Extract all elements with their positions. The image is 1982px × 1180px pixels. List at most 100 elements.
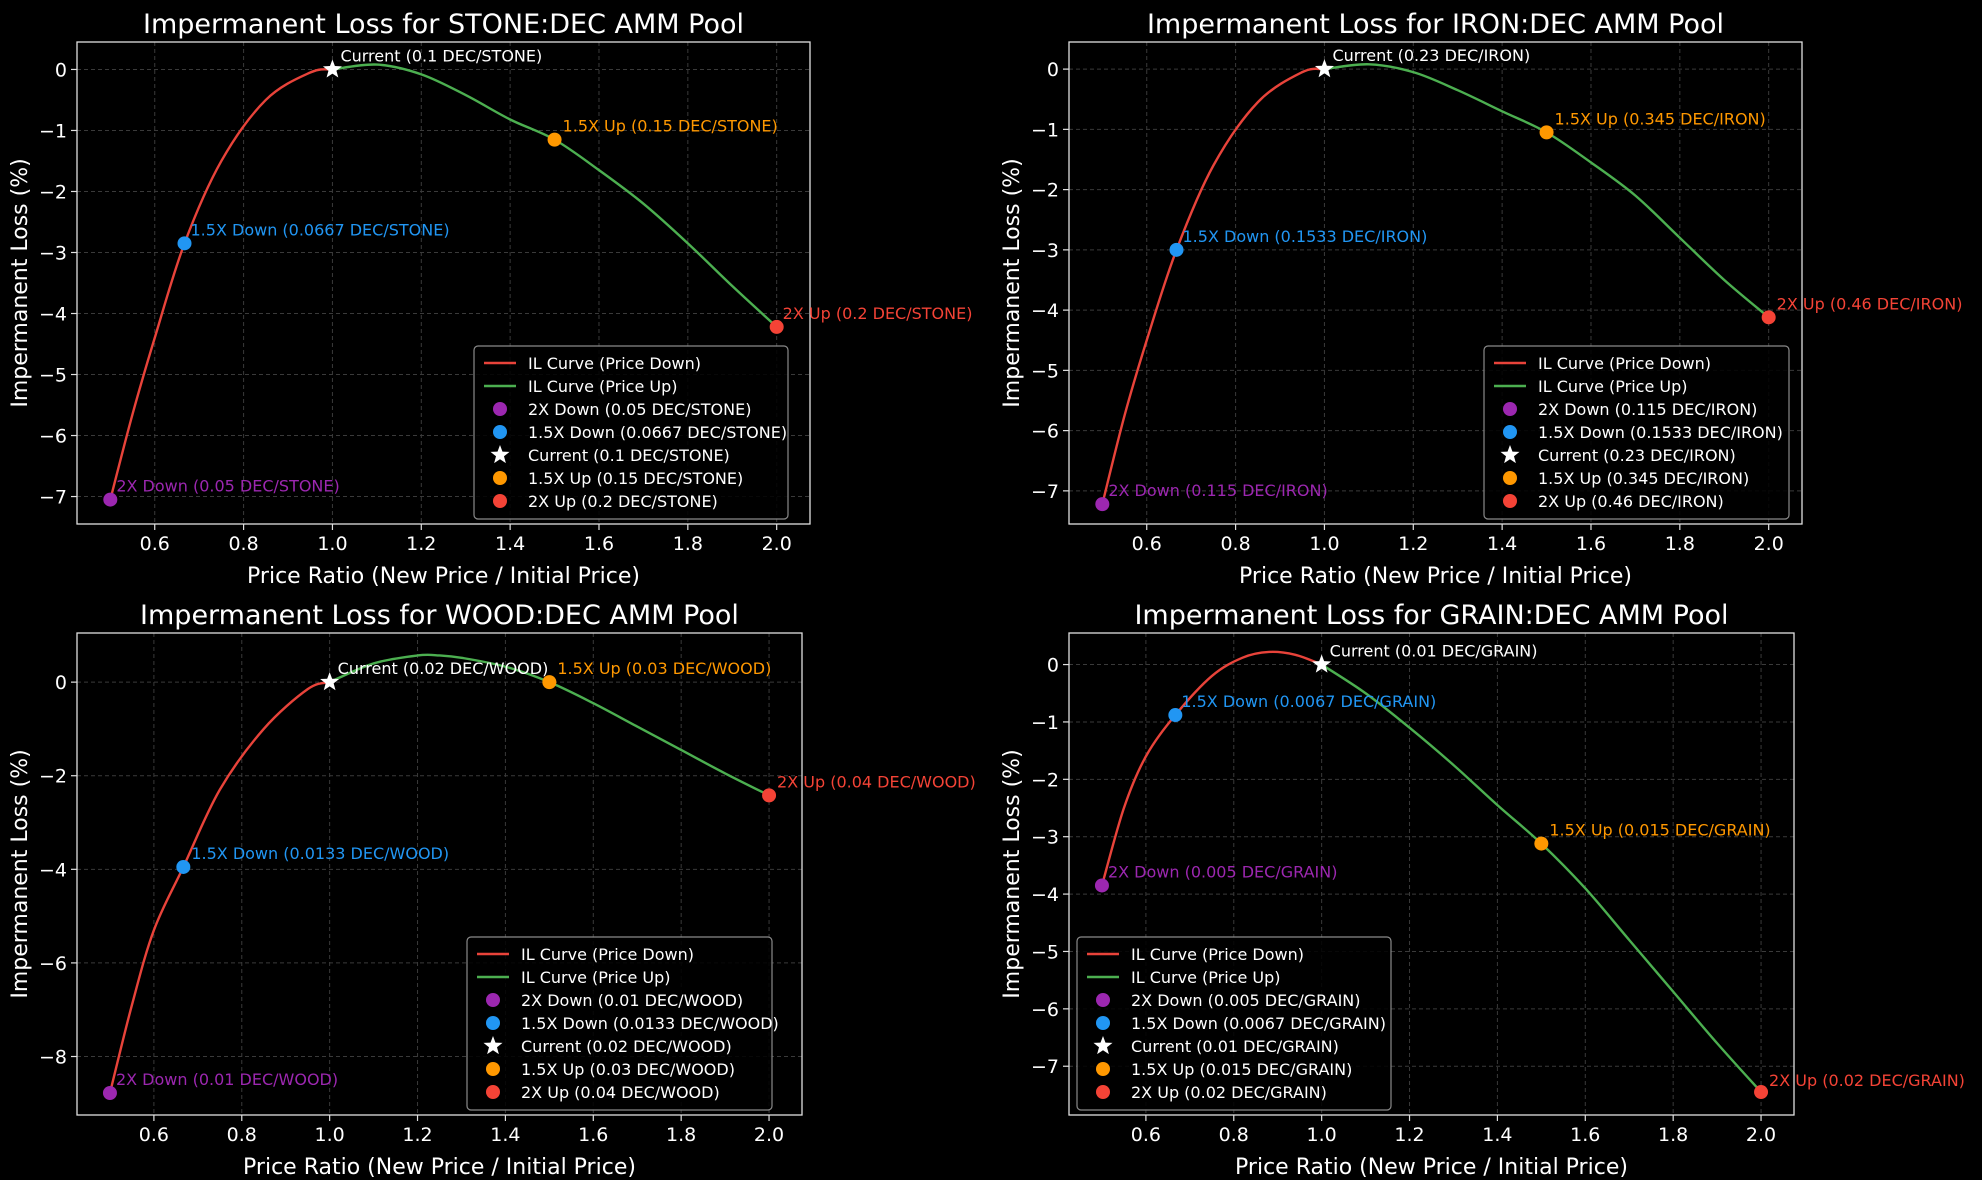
legend-swatch-marker: [1503, 494, 1517, 508]
plot-frame: [76, 41, 811, 525]
series-line-price-down: [1100, 650, 1323, 886]
marker-annotation: Current (0.02 DEC/WOOD): [338, 659, 549, 678]
legend-label: IL Curve (Price Up): [528, 377, 677, 396]
y-tick-label: −2: [1031, 769, 1059, 791]
marker-current-star: [320, 672, 340, 691]
legend-swatch-marker: [493, 402, 507, 416]
marker-point: [547, 132, 562, 147]
marker-point: [769, 319, 784, 334]
marker-point: [1761, 310, 1776, 325]
legend-label: 1.5X Down (0.0067 DEC/GRAIN): [1131, 1014, 1386, 1033]
legend-label: IL Curve (Price Up): [1538, 377, 1687, 396]
marker-point: [1169, 242, 1184, 257]
y-tick-label: −7: [1031, 1056, 1059, 1078]
x-tick-label: 1.0: [317, 533, 347, 555]
x-tick-label: 1.2: [1398, 533, 1428, 555]
marker-annotation: 1.5X Down (0.0667 DEC/STONE): [191, 220, 450, 239]
legend-swatch-marker: [1096, 1085, 1110, 1099]
marker-point: [542, 675, 557, 690]
marker-current-star: [322, 59, 342, 78]
marker-point: [1539, 125, 1554, 140]
y-tick-label: −7: [1031, 481, 1059, 503]
legend-label: IL Curve (Price Down): [1131, 945, 1304, 964]
x-tick-label: 0.8: [228, 533, 258, 555]
y-tick-label: −3: [1031, 240, 1059, 262]
marker-annotation: Current (0.1 DEC/STONE): [340, 46, 542, 65]
marker-point: [1754, 1085, 1769, 1100]
y-tick-label: −4: [39, 304, 67, 326]
legend-label: 1.5X Up (0.015 DEC/GRAIN): [1131, 1060, 1352, 1079]
legend-label: 1.5X Up (0.03 DEC/WOOD): [521, 1060, 735, 1079]
legend-label: 2X Up (0.46 DEC/IRON): [1538, 492, 1724, 511]
legend: IL Curve (Price Down) IL Curve (Price Up)…: [1076, 936, 1392, 1111]
chart-4: 0.6 0.8 1.0 1.2 1.4 1.6 1.8 2.0 0 −1 −2 −3 −4 −5 −6 −7 I…: [1000, 600, 1965, 1180]
marker-annotation: 1.5X Up (0.15 DEC/STONE): [563, 117, 778, 136]
x-tick-label: 1.6: [1576, 533, 1606, 555]
legend-swatch-marker: [486, 1085, 500, 1099]
y-axis-label: Impermanent Loss (%): [1000, 749, 1025, 998]
y-tick-label: −2: [1031, 180, 1059, 202]
x-tick-label: 1.0: [315, 1124, 345, 1146]
marker-point: [176, 859, 191, 874]
y-tick-label: −4: [39, 859, 67, 881]
legend-label: IL Curve (Price Down): [528, 354, 701, 373]
y-axis-label: Impermanent Loss (%): [1000, 158, 1025, 407]
legend-swatch-star: [1093, 1036, 1113, 1055]
marker-annotation: 1.5X Down (0.0133 DEC/WOOD): [191, 844, 449, 863]
legend-label: IL Curve (Price Down): [1538, 354, 1711, 373]
y-tick-label: −5: [1031, 360, 1059, 382]
marker-annotation: 1.5X Down (0.1533 DEC/IRON): [1183, 227, 1428, 246]
legend-swatch-marker: [1096, 1016, 1110, 1030]
legend-label: 1.5X Down (0.0667 DEC/STONE): [528, 423, 787, 442]
legend-swatch-marker: [493, 425, 507, 439]
legend-label: 2X Down (0.005 DEC/GRAIN): [1131, 991, 1361, 1010]
y-tick-label: −1: [1031, 712, 1059, 734]
marker-annotation: 2X Up (0.2 DEC/STONE): [783, 304, 973, 323]
legend-label: 2X Down (0.05 DEC/STONE): [528, 400, 751, 419]
series-line-price-up: [1320, 663, 1762, 1093]
series-line-price-down: [108, 680, 331, 1094]
x-tick-label: 1.0: [1307, 1124, 1337, 1146]
x-tick-label: 0.8: [1220, 533, 1250, 555]
x-tick-label: 2.0: [1754, 533, 1784, 555]
chart-2: 0.6 0.8 1.0 1.2 1.4 1.6 1.8 2.0 0 −1 −2 −3 −4 −5 −6 −7 I…: [1000, 9, 1962, 589]
y-tick-label: −5: [39, 365, 67, 387]
x-tick-label: 2.0: [754, 1124, 784, 1146]
chart-1: 0.6 0.8 1.0 1.2 1.4 1.6 1.8 2.0 0 −1 −2 −3 −4 −5 −6 −7 I…: [8, 9, 972, 589]
marker-annotation: 2X Up (0.02 DEC/GRAIN): [1769, 1071, 1965, 1090]
legend-swatch-marker: [486, 1062, 500, 1076]
marker-annotation: 2X Down (0.005 DEC/GRAIN): [1108, 862, 1338, 881]
plot-frame: [76, 632, 803, 1116]
y-tick-label: −1: [39, 120, 67, 142]
marker-point: [177, 236, 192, 251]
x-tick-label: 0.6: [1131, 1124, 1161, 1146]
y-tick-label: −2: [39, 766, 67, 788]
legend-swatch-marker: [1503, 402, 1517, 416]
legend-label: Current (0.02 DEC/WOOD): [521, 1037, 732, 1056]
marker-point: [1534, 836, 1549, 851]
plot-frame: [1068, 632, 1795, 1116]
x-tick-label: 1.2: [1394, 1124, 1424, 1146]
x-tick-label: 1.2: [406, 533, 436, 555]
legend-swatch-marker: [493, 494, 507, 508]
marker-current-star: [1312, 654, 1332, 673]
x-tick-label: 0.6: [1132, 533, 1162, 555]
marker-point: [762, 788, 777, 803]
marker-annotation: Current (0.01 DEC/GRAIN): [1330, 642, 1538, 661]
legend: IL Curve (Price Down) IL Curve (Price Up)…: [473, 345, 789, 520]
y-tick-label: −5: [1031, 941, 1059, 963]
x-axis-label: Price Ratio (New Price / Initial Price): [1239, 564, 1632, 589]
marker-annotation: 2X Up (0.46 DEC/IRON): [1777, 294, 1963, 313]
legend-label: 2X Up (0.2 DEC/STONE): [528, 492, 718, 511]
legend-swatch-star: [490, 445, 510, 464]
legend-swatch-marker: [1503, 471, 1517, 485]
y-tick-label: −8: [39, 1047, 67, 1069]
legend-swatch-marker: [486, 1016, 500, 1030]
legend-label: 1.5X Down (0.0133 DEC/WOOD): [521, 1014, 779, 1033]
legend-swatch-marker: [486, 993, 500, 1007]
legend-swatch-marker: [493, 471, 507, 485]
y-tick-label: −3: [1031, 827, 1059, 849]
legend-label: 2X Up (0.02 DEC/GRAIN): [1131, 1083, 1327, 1102]
marker-point: [103, 492, 118, 507]
